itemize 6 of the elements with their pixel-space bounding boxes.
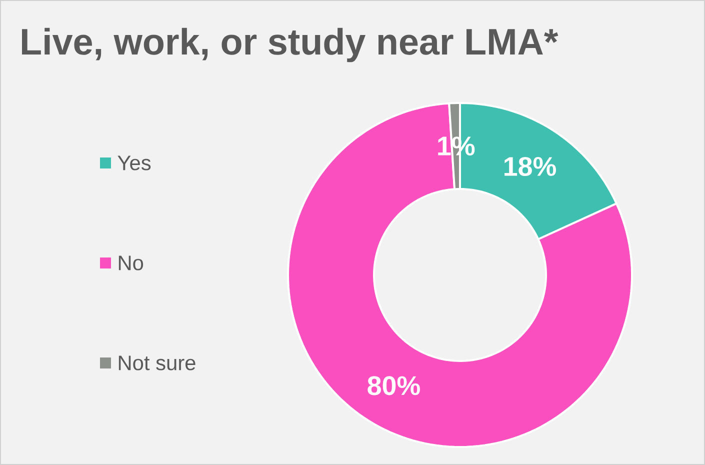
legend-label: No xyxy=(118,256,144,270)
legend-label: Not sure xyxy=(118,356,196,370)
data-label: 80% xyxy=(368,376,420,396)
legend-label: Yes xyxy=(118,156,151,170)
data-label: 18% xyxy=(504,156,556,176)
chart-title: Live, work, or study near LMA* xyxy=(22,28,558,62)
